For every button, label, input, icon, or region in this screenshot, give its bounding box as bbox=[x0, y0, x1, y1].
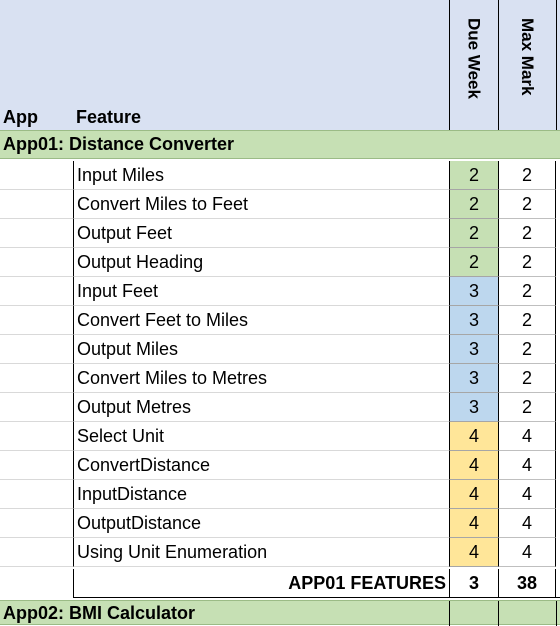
feature-column-header[interactable]: Feature bbox=[76, 107, 142, 127]
table-row: Output Metres 3 2 bbox=[0, 393, 560, 422]
due-week-cell[interactable]: 2 bbox=[449, 248, 498, 277]
table-row: Output Miles 3 2 bbox=[0, 335, 560, 364]
table-row: Output Heading 2 2 bbox=[0, 248, 560, 277]
due-week-cell[interactable]: 4 bbox=[449, 451, 498, 480]
app-cell[interactable] bbox=[0, 364, 73, 393]
feature-cell[interactable]: OutputDistance bbox=[73, 509, 449, 538]
feature-cell[interactable]: Using Unit Enumeration bbox=[73, 538, 449, 567]
table-row: Output Feet 2 2 bbox=[0, 219, 560, 248]
max-mark-cell[interactable]: 4 bbox=[498, 509, 556, 538]
app-cell[interactable] bbox=[0, 451, 73, 480]
due-week-cell[interactable]: 4 bbox=[449, 480, 498, 509]
table-row: Convert Miles to Feet 2 2 bbox=[0, 190, 560, 219]
due-week-label: Due Week bbox=[464, 18, 484, 99]
max-mark-cell[interactable]: 2 bbox=[498, 277, 556, 306]
due-week-cell[interactable]: 3 bbox=[449, 306, 498, 335]
max-mark-cell[interactable]: 2 bbox=[498, 219, 556, 248]
max-mark-label: Max Mark bbox=[518, 18, 537, 96]
feature-cell[interactable]: Output Miles bbox=[73, 335, 449, 364]
max-mark-cell[interactable]: 2 bbox=[498, 161, 556, 190]
section-header-app02[interactable]: App02: BMI Calculator bbox=[0, 600, 560, 626]
app-cell[interactable] bbox=[0, 190, 73, 219]
table-row: Convert Miles to Metres 3 2 bbox=[0, 364, 560, 393]
due-week-cell[interactable]: 4 bbox=[449, 538, 498, 567]
due-week-cell[interactable]: 3 bbox=[449, 393, 498, 422]
app-cell[interactable] bbox=[0, 538, 73, 567]
table-row: Select Unit 4 4 bbox=[0, 422, 560, 451]
due-week-cell[interactable]: 2 bbox=[449, 190, 498, 219]
feature-cell[interactable]: Select Unit bbox=[73, 422, 449, 451]
max-mark-cell[interactable]: 4 bbox=[498, 538, 556, 567]
app-cell[interactable] bbox=[0, 306, 73, 335]
feature-cell[interactable]: InputDistance bbox=[73, 480, 449, 509]
due-week-cell[interactable]: 2 bbox=[449, 219, 498, 248]
table-row: Using Unit Enumeration 4 4 bbox=[0, 538, 560, 567]
section-title: App02: BMI Calculator bbox=[3, 603, 196, 623]
column-divider bbox=[449, 601, 450, 626]
table-row: Input Miles 2 2 bbox=[0, 161, 560, 190]
max-mark-cell[interactable]: 2 bbox=[498, 335, 556, 364]
max-mark-cell[interactable]: 2 bbox=[498, 190, 556, 219]
app-cell[interactable] bbox=[0, 422, 73, 451]
max-mark-cell[interactable]: 2 bbox=[498, 393, 556, 422]
app-cell[interactable] bbox=[0, 248, 73, 277]
section-title: App01: Distance Converter bbox=[3, 134, 235, 154]
app-cell[interactable] bbox=[0, 335, 73, 364]
due-week-cell[interactable]: 4 bbox=[449, 509, 498, 538]
total-row[interactable]: APP01 FEATURES 3 38 bbox=[0, 569, 560, 598]
header-row: App Feature Due Week Max Mark bbox=[0, 0, 560, 130]
feature-cell[interactable]: Output Feet bbox=[73, 219, 449, 248]
feature-cell[interactable]: Input Miles bbox=[73, 161, 449, 190]
app-cell[interactable] bbox=[0, 509, 73, 538]
header-divider bbox=[449, 0, 450, 130]
max-mark-cell[interactable]: 4 bbox=[498, 422, 556, 451]
column-divider bbox=[498, 601, 499, 626]
due-week-column-header[interactable]: Due Week bbox=[449, 0, 498, 130]
max-mark-column-header[interactable]: Max Mark bbox=[498, 0, 556, 130]
feature-cell[interactable]: Convert Feet to Miles bbox=[73, 306, 449, 335]
feature-cell[interactable]: ConvertDistance bbox=[73, 451, 449, 480]
due-week-cell[interactable]: 2 bbox=[449, 161, 498, 190]
feature-cell[interactable]: Convert Miles to Metres bbox=[73, 364, 449, 393]
total-due-week[interactable]: 3 bbox=[449, 569, 498, 598]
table-row: Input Feet 3 2 bbox=[0, 277, 560, 306]
app-cell[interactable] bbox=[0, 277, 73, 306]
header-divider bbox=[498, 0, 499, 130]
table-row: Convert Feet to Miles 3 2 bbox=[0, 306, 560, 335]
table-row: OutputDistance 4 4 bbox=[0, 509, 560, 538]
feature-cell[interactable]: Convert Miles to Feet bbox=[73, 190, 449, 219]
section-header-app01[interactable]: App01: Distance Converter bbox=[0, 130, 560, 159]
max-mark-cell[interactable]: 2 bbox=[498, 364, 556, 393]
due-week-cell[interactable]: 4 bbox=[449, 422, 498, 451]
max-mark-cell[interactable]: 2 bbox=[498, 248, 556, 277]
table-row: InputDistance 4 4 bbox=[0, 480, 560, 509]
app-cell[interactable] bbox=[0, 219, 73, 248]
feature-cell[interactable]: Output Heading bbox=[73, 248, 449, 277]
header-divider bbox=[556, 0, 557, 130]
total-label: APP01 FEATURES bbox=[73, 569, 449, 598]
max-mark-cell[interactable]: 2 bbox=[498, 306, 556, 335]
max-mark-cell[interactable]: 4 bbox=[498, 480, 556, 509]
app-cell[interactable] bbox=[0, 480, 73, 509]
due-week-cell[interactable]: 3 bbox=[449, 277, 498, 306]
app-column-header[interactable]: App bbox=[3, 107, 38, 127]
feature-cell[interactable]: Output Metres bbox=[73, 393, 449, 422]
column-divider bbox=[556, 601, 557, 626]
feature-cell[interactable]: Input Feet bbox=[73, 277, 449, 306]
total-max-mark[interactable]: 38 bbox=[498, 569, 556, 598]
app-cell[interactable] bbox=[0, 161, 73, 190]
due-week-cell[interactable]: 3 bbox=[449, 335, 498, 364]
max-mark-cell[interactable]: 4 bbox=[498, 451, 556, 480]
table-row: ConvertDistance 4 4 bbox=[0, 451, 560, 480]
app-cell[interactable] bbox=[0, 393, 73, 422]
due-week-cell[interactable]: 3 bbox=[449, 364, 498, 393]
